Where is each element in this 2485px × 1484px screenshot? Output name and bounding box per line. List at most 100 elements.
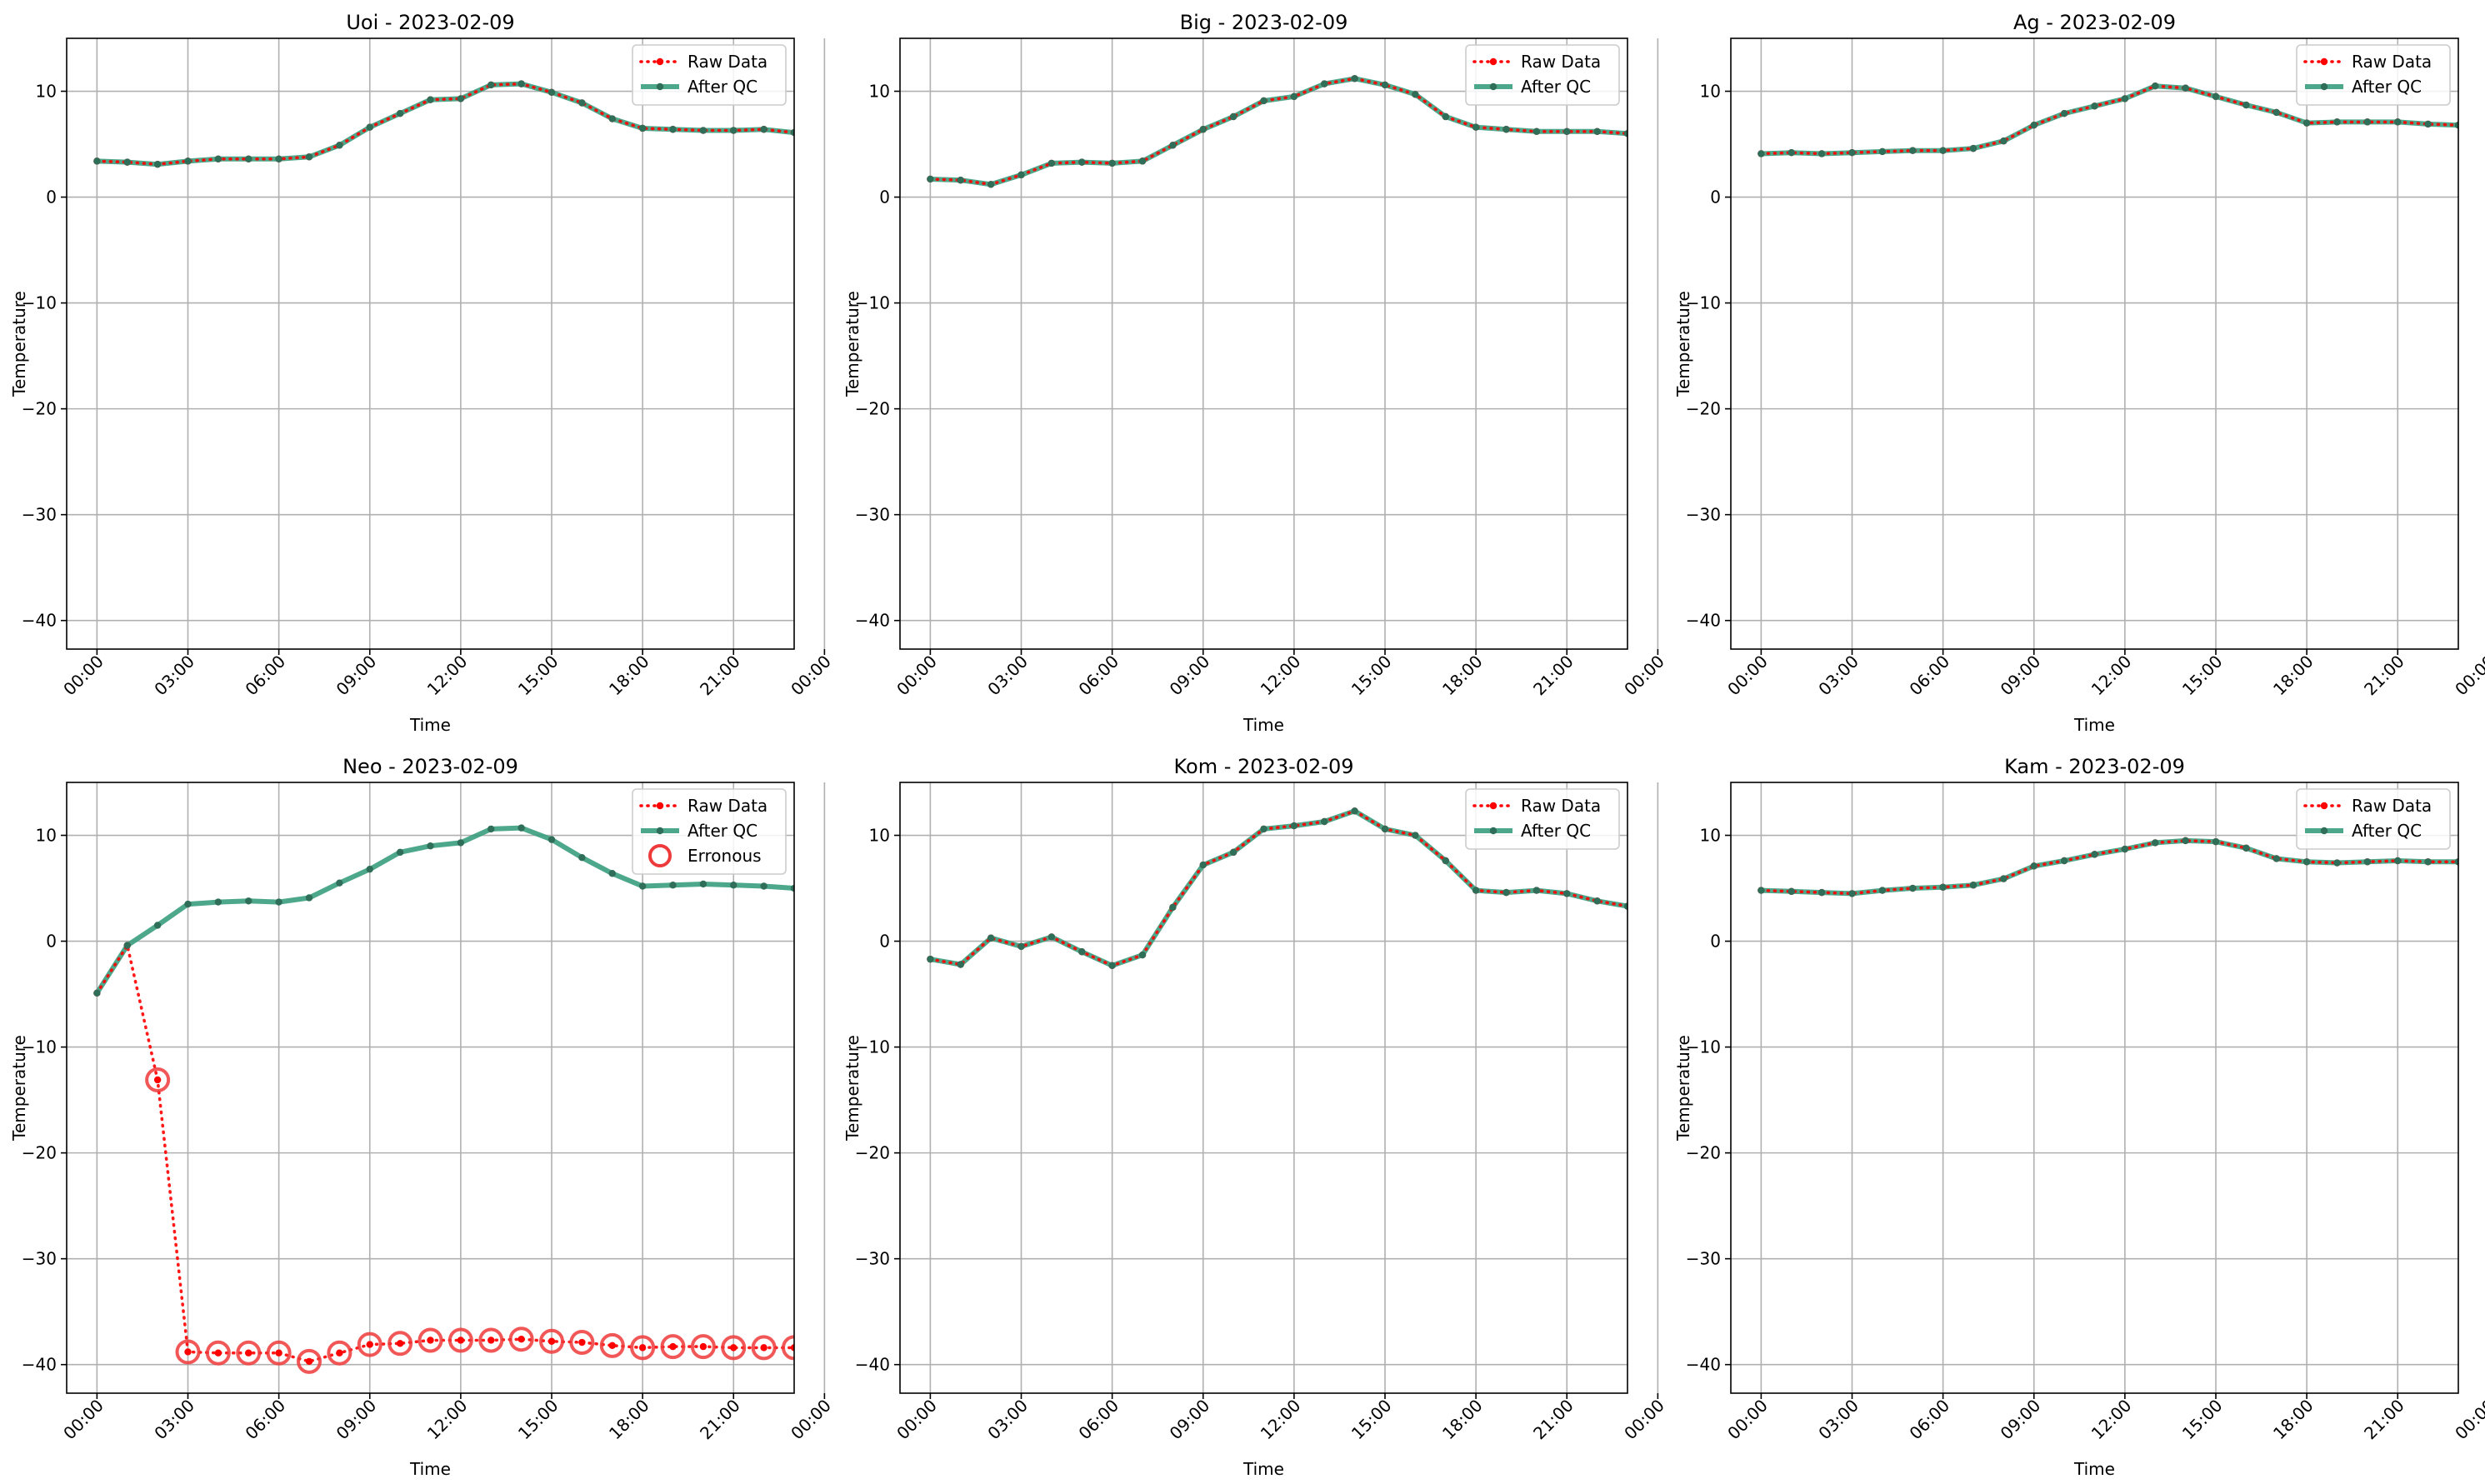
after-qc-point <box>2272 855 2280 862</box>
after-qc-point <box>1351 75 1358 82</box>
after-qc-point <box>1969 882 1978 889</box>
x-tick-label: 18:00 <box>1438 1396 1487 1444</box>
after-qc-point <box>457 839 465 847</box>
after-qc-point <box>987 181 995 188</box>
after-qc-point <box>1623 902 1628 910</box>
after-qc-point <box>396 109 404 117</box>
erroneous-point-marker <box>175 1339 201 1365</box>
raw-data-point <box>366 1341 373 1348</box>
series-line-after-qc <box>94 825 794 995</box>
after-qc-point <box>548 88 556 96</box>
axes-frame <box>1730 782 2459 1394</box>
erroneous-point-marker <box>751 1335 777 1361</box>
raw-data-point <box>396 1340 404 1347</box>
x-tick-label: 06:00 <box>1074 1396 1122 1444</box>
after-qc-point <box>1290 822 1298 830</box>
erroneous-point-marker <box>266 1340 292 1366</box>
plot-area <box>1731 38 2458 649</box>
x-tick-label: 21:00 <box>696 652 744 700</box>
x-axis-label: Time <box>1242 715 1284 735</box>
after-qc-point <box>608 870 616 877</box>
after-qc-point <box>1788 887 1795 896</box>
after-qc-point <box>1169 903 1177 912</box>
after-qc-point <box>1381 81 1389 89</box>
after-qc-point <box>184 157 192 165</box>
after-qc-point <box>427 96 434 103</box>
erroneous-point-marker <box>297 1348 322 1374</box>
after-qc-point <box>153 160 162 168</box>
x-tick-label: 03:00 <box>983 652 1032 700</box>
legend-label-after-qc: After QC <box>688 821 758 841</box>
after-qc-point <box>957 177 964 184</box>
y-tick-label: −30 <box>855 1249 890 1269</box>
after-qc-point <box>1138 157 1147 165</box>
x-tick-label: 06:00 <box>241 1396 289 1444</box>
after-qc-point <box>1969 144 1978 152</box>
erroneous-point-marker <box>599 1332 625 1358</box>
after-qc-point <box>488 81 495 89</box>
y-tick-label: −40 <box>22 1355 57 1375</box>
after-qc-point <box>2212 837 2220 846</box>
after-qc-point <box>2424 858 2432 866</box>
raw-data-point <box>790 1344 794 1352</box>
y-tick-label: −10 <box>1686 293 1721 313</box>
x-tick-label: 21:00 <box>1529 1396 1578 1444</box>
after-qc-point <box>366 865 373 873</box>
series-line-after-qc <box>1761 83 2458 157</box>
y-tick-label: −20 <box>22 399 57 419</box>
subplot-title: Big - 2023-02-09 <box>1180 11 1348 34</box>
after-qc-point <box>1138 951 1147 959</box>
after-qc-point <box>2091 851 2098 858</box>
y-tick-label: −20 <box>855 1143 890 1163</box>
after-qc-point <box>2454 858 2458 866</box>
after-qc-point <box>1260 825 1268 833</box>
after-qc-point <box>1351 807 1358 815</box>
after-qc-point <box>1909 147 1917 154</box>
legend: Raw Data After QC Erronous <box>632 788 787 875</box>
after-qc-point <box>427 842 434 850</box>
after-qc-point <box>1078 158 1086 166</box>
subplot-1: 10 0 −10 −20 −30 −40 00:00 03:00 06:00 09:00 12:00… <box>9 11 835 735</box>
x-tick-label: 03:00 <box>1814 1396 1862 1444</box>
subplot-4: 10 0 −10 −20 −30 −40 00:00 03:00 06:00 09:00 12:00… <box>9 755 835 1479</box>
x-tick-label: 00:00 <box>59 652 108 700</box>
x-tick-label: 06:00 <box>1074 652 1122 700</box>
erroneous-point-marker <box>145 1067 171 1092</box>
x-axis-label: Time <box>2073 715 2115 735</box>
y-axis-label: Temperature <box>842 291 862 397</box>
after-qc-point <box>1502 888 1510 897</box>
x-tick-label: 12:00 <box>423 652 472 700</box>
after-qc-point <box>1788 148 1795 157</box>
after-qc-point <box>578 99 586 107</box>
legend-marker-raw-data <box>2320 802 2328 810</box>
y-tick-label: 10 <box>36 82 57 102</box>
after-qc-point <box>760 126 768 133</box>
legend-label-after-qc: After QC <box>1521 77 1591 97</box>
y-tick-label: −30 <box>1686 505 1721 525</box>
y-tick-label: 10 <box>869 826 890 846</box>
after-qc-point <box>957 961 964 968</box>
legend-marker-raw-data <box>1489 57 1498 66</box>
x-tick-label: 09:00 <box>1997 1396 2045 1444</box>
after-qc-point <box>1532 887 1541 894</box>
y-tick-label: 0 <box>46 932 57 952</box>
after-qc-point <box>1563 890 1571 897</box>
erroneous-point-marker <box>721 1335 747 1361</box>
after-qc-point <box>2000 875 2008 882</box>
x-tick-label: 15:00 <box>2178 652 2227 700</box>
subplot-3: 10 0 −10 −20 −30 −40 00:00 03:00 06:00 09:00 12:00… <box>1673 11 2485 735</box>
after-qc-point <box>730 127 738 134</box>
x-tick-label: 12:00 <box>2088 652 2136 700</box>
after-qc-point <box>2182 84 2189 92</box>
y-tick-label: −30 <box>1686 1249 1721 1269</box>
y-axis-label: Temperature <box>1673 1035 1693 1142</box>
data-layer <box>927 75 1628 188</box>
y-tick-label: −10 <box>855 293 890 313</box>
after-qc-point <box>2091 102 2098 110</box>
after-qc-point <box>1623 130 1628 137</box>
y-tick-label: −40 <box>855 1355 890 1375</box>
x-tick-label: 18:00 <box>1438 652 1487 700</box>
after-qc-point <box>790 128 794 137</box>
y-tick-label: 10 <box>36 826 57 846</box>
